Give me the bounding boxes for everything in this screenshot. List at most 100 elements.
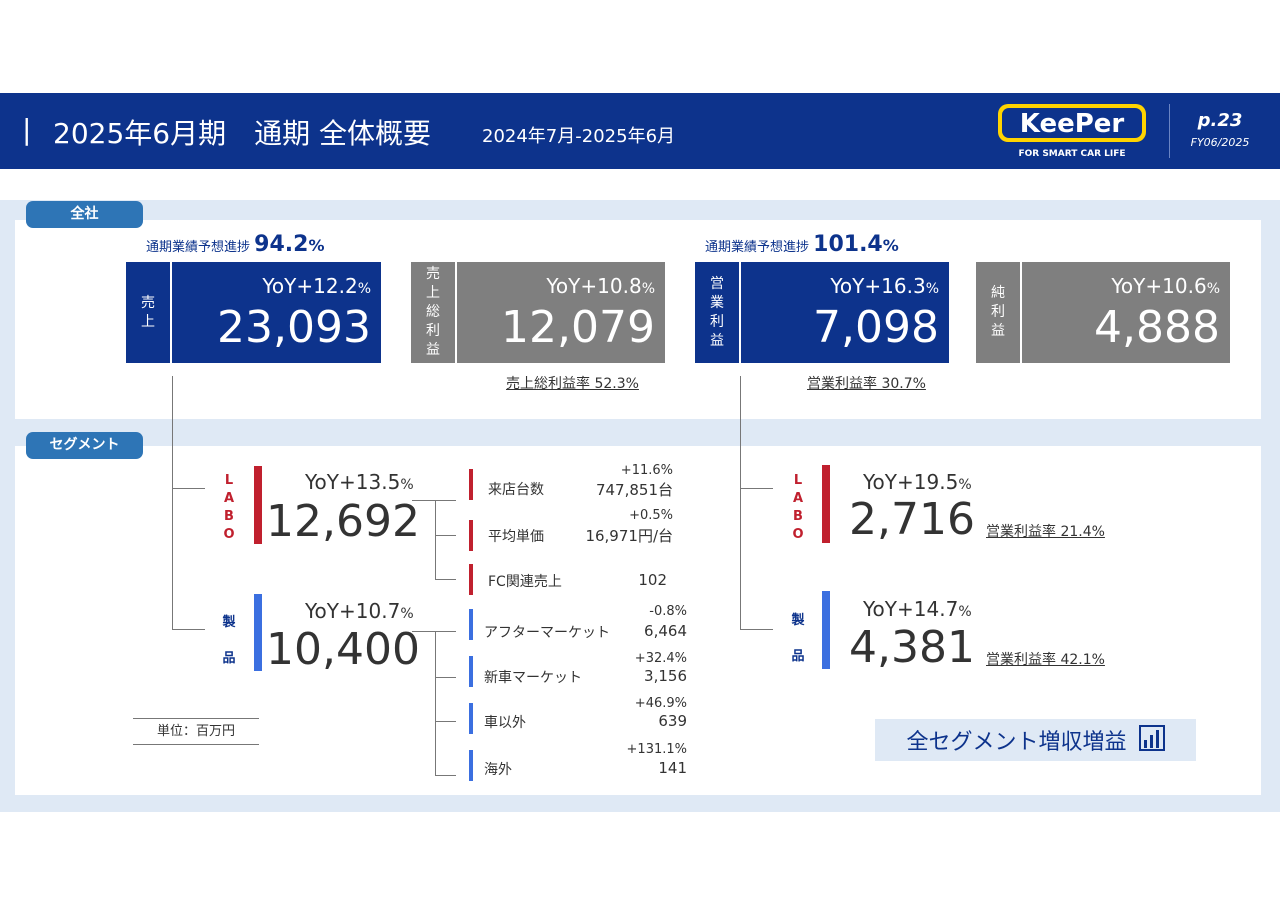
subitem-yoy: +32.4% <box>634 651 687 666</box>
svg-text:FOR SMART CAR LIFE: FOR SMART CAR LIFE <box>1018 149 1125 159</box>
kpi-net-profit: 純利益 YoY+10.6% 4,888 <box>976 262 1230 363</box>
labo-op-yoy: YoY+19.5% <box>863 470 972 494</box>
kpi-gross-profit: 売上総利益 YoY+10.8% 12,079 <box>411 262 665 363</box>
subitem-bar <box>469 469 473 500</box>
op-margin-ratio: 営業利益率 30.7% <box>807 376 926 392</box>
tree-line <box>740 629 773 630</box>
subitem-bar <box>469 609 473 640</box>
kpi-label: 売上 <box>126 262 172 363</box>
progress-label: 通期業績予想進捗 <box>146 240 251 255</box>
subitem-label: 海外 <box>484 762 512 778</box>
tree-line <box>412 500 456 501</box>
tree-line <box>172 376 173 629</box>
progress-unit: % <box>308 236 325 255</box>
subitem-label: FC関連売上 <box>488 574 562 590</box>
progress-value: 94.2 <box>254 232 309 257</box>
subitem-value: 141 <box>658 759 687 777</box>
subitem-yoy: -0.8% <box>649 604 687 619</box>
tree-line <box>435 631 436 775</box>
subitem-yoy: +0.5% <box>629 508 673 523</box>
op-labo-bar <box>822 465 830 543</box>
kpi-yoy: YoY+16.3% <box>830 274 939 298</box>
kpi-label: 売上総利益 <box>411 262 457 363</box>
subitem-yoy: +11.6% <box>620 463 673 478</box>
subitem-label: アフターマーケット <box>484 625 610 641</box>
fiscal-year: FY06/2025 <box>1190 136 1250 149</box>
tree-line <box>435 775 456 776</box>
summary-banner: 全セグメント増収増益 <box>875 719 1196 761</box>
kpi-value: 7,098 <box>813 302 939 353</box>
subitem-bar <box>469 750 473 781</box>
tree-line <box>412 631 456 632</box>
subitem-value: 639 <box>658 712 687 730</box>
product-op-ratio: 営業利益率 42.1% <box>986 652 1105 668</box>
header-divider <box>1169 104 1170 158</box>
tree-line <box>172 488 205 489</box>
product-sales-value: 10,400 <box>266 624 420 675</box>
tree-line <box>435 579 456 580</box>
subitem-bar <box>469 520 473 551</box>
sales-forecast-progress: 通期業績予想進捗 94.2% <box>146 232 324 257</box>
subitem-value: 747,851台 <box>595 481 673 499</box>
subitem-yoy: +46.9% <box>634 696 687 711</box>
subitem-bar <box>469 656 473 687</box>
subitem-value: 6,464 <box>644 622 687 640</box>
segment-label-product: 製品 <box>222 615 236 666</box>
op-forecast-progress: 通期業績予想進捗 101.4% <box>705 232 899 257</box>
subitem-label: 車以外 <box>484 715 526 731</box>
progress-value: 101.4 <box>813 232 883 257</box>
kpi-yoy: YoY+10.8% <box>546 274 655 298</box>
kpi-value: 12,079 <box>501 302 655 353</box>
tab-company: 全社 <box>26 201 143 228</box>
kpi-yoy: YoY+10.6% <box>1111 274 1220 298</box>
bar-chart-icon <box>1138 725 1165 755</box>
kpi-sales: 売上 YoY+12.2% 23,093 <box>126 262 381 363</box>
title-marker: | <box>22 113 32 146</box>
unit-note: 単位：百万円 <box>133 718 259 745</box>
subitem-yoy: +131.1% <box>626 742 687 757</box>
tree-line <box>435 721 456 722</box>
kpi-value: 4,888 <box>1094 302 1220 353</box>
kpi-value: 23,093 <box>217 302 371 353</box>
page-period: 2024年7月-2025年6月 <box>482 126 676 147</box>
op-product-bar <box>822 591 830 669</box>
tree-line <box>740 488 773 489</box>
subitem-bar <box>469 564 473 595</box>
tree-line <box>435 500 436 579</box>
page-title: 2025年6月期 通期 全体概要 <box>53 117 431 150</box>
banner-text: 全セグメント増収増益 <box>906 730 1127 755</box>
product-op-yoy: YoY+14.7% <box>863 597 972 621</box>
labo-bar <box>254 466 262 544</box>
gross-margin-ratio: 売上総利益率 52.3% <box>506 376 639 392</box>
subitem-value: 16,971円/台 <box>585 527 673 545</box>
progress-label: 通期業績予想進捗 <box>705 240 810 255</box>
subitem-bar <box>469 703 473 734</box>
tree-line <box>435 677 456 678</box>
labo-sales-value: 12,692 <box>266 496 420 547</box>
svg-text:KeePer: KeePer <box>1020 109 1125 139</box>
progress-unit: % <box>882 236 899 255</box>
subitem-value: 102 <box>638 571 667 589</box>
subitem-label: 来店台数 <box>488 482 544 498</box>
product-sales-yoy: YoY+10.7% <box>305 599 414 623</box>
op-segment-label-product: 製品 <box>791 613 805 664</box>
kpi-label: 純利益 <box>976 262 1022 363</box>
kpi-yoy: YoY+12.2% <box>262 274 371 298</box>
labo-op-value: 2,716 <box>849 494 975 545</box>
page-number: p.23 <box>1197 110 1243 131</box>
labo-op-ratio: 営業利益率 21.4% <box>986 524 1105 540</box>
product-bar <box>254 594 262 671</box>
subitem-value: 3,156 <box>644 667 687 685</box>
kpi-operating-profit: 営業利益 YoY+16.3% 7,098 <box>695 262 949 363</box>
product-op-value: 4,381 <box>849 622 975 673</box>
keeper-logo: KeePer FOR SMART CAR LIFE <box>996 100 1148 160</box>
tree-line <box>435 535 456 536</box>
kpi-label: 営業利益 <box>695 262 741 363</box>
labo-sales-yoy: YoY+13.5% <box>305 470 414 494</box>
tab-segment: セグメント <box>26 432 143 459</box>
subitem-label: 新車マーケット <box>484 670 582 686</box>
tree-line <box>172 629 205 630</box>
subitem-label: 平均単価 <box>488 529 544 545</box>
